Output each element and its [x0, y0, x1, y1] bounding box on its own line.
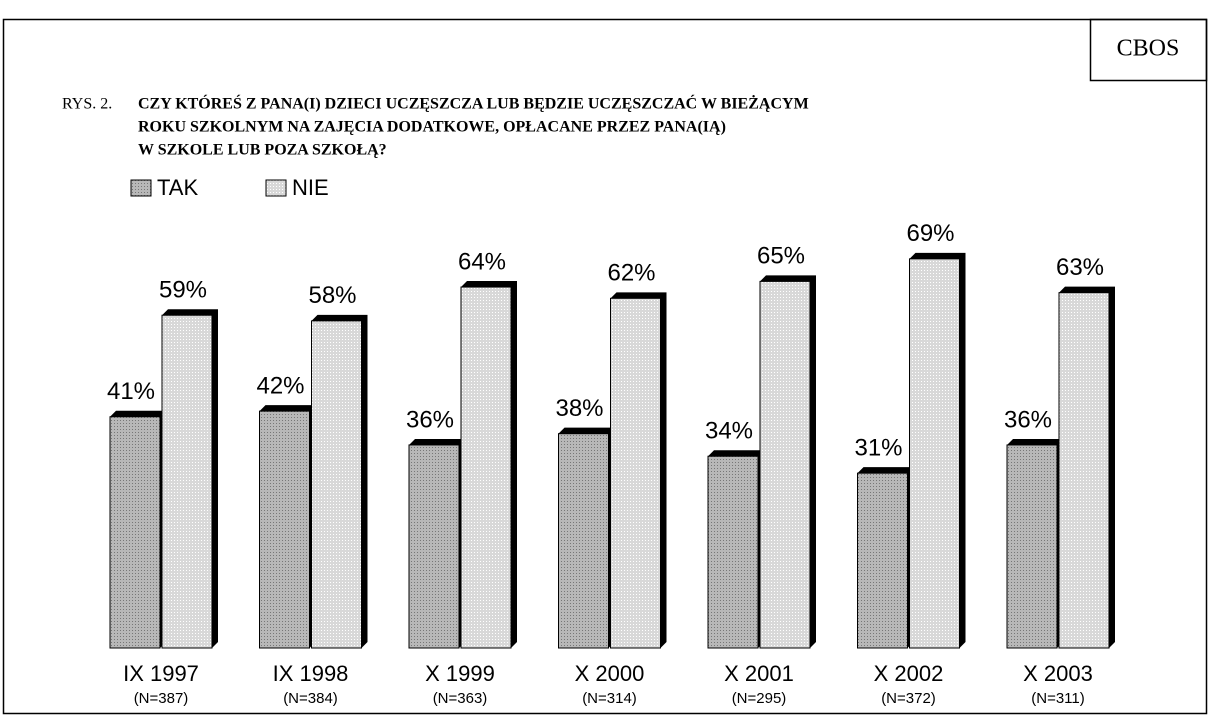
title: CZY KTÓREŚ Z PANA(I) DZIECI UCZĘSZCZA LU…	[138, 94, 809, 113]
sample-size: (N=363)	[433, 690, 488, 707]
bar	[311, 320, 362, 649]
x-tick-label: X 2001	[724, 661, 794, 686]
bar	[558, 433, 609, 649]
title: ROKU SZKOLNYM NA ZAJĘCIA DODATKOWE, OPŁA…	[138, 119, 726, 136]
title: W SZKOLE LUB POZA SZKOŁĄ?	[138, 142, 387, 159]
bar	[610, 297, 661, 649]
bar	[1058, 292, 1110, 649]
x-tick-label: X 2000	[575, 661, 645, 686]
source-box	[1089, 18, 1208, 82]
bar	[759, 280, 811, 649]
value-label: 36%	[406, 406, 454, 433]
sample-size: (N=384)	[283, 690, 338, 707]
value-label: 31%	[854, 435, 902, 462]
sample-size: (N=372)	[881, 690, 936, 707]
value-label: 59%	[159, 277, 207, 304]
value-label: 58%	[308, 282, 356, 309]
value-label: 62%	[607, 260, 655, 287]
legend-label: NIE	[292, 175, 329, 200]
bar	[259, 410, 310, 649]
sample-size: (N=387)	[134, 690, 189, 707]
value-label: 38%	[555, 395, 603, 422]
bar	[460, 286, 512, 649]
x-tick-label: X 1999	[425, 661, 495, 686]
bar	[408, 444, 460, 649]
x-tick-label: X 2003	[1023, 661, 1093, 686]
sample-size: (N=311)	[1031, 690, 1085, 707]
bar	[707, 455, 759, 649]
x-tick-label: X 2002	[874, 661, 944, 686]
x-tick-label: IX 1997	[123, 661, 199, 686]
value-label: 41%	[107, 378, 155, 405]
bar	[1006, 444, 1058, 649]
sample-size: (N=295)	[732, 690, 787, 707]
value-label: 69%	[906, 220, 954, 247]
x-tick-label: IX 1998	[273, 661, 349, 686]
source: CBOS	[1117, 36, 1180, 62]
bar	[857, 472, 908, 649]
legend-swatch	[265, 179, 287, 197]
bar	[161, 314, 213, 649]
bar	[109, 416, 161, 649]
value-label: 36%	[1004, 406, 1052, 433]
value-label: 64%	[458, 248, 506, 275]
legend-swatch	[130, 179, 152, 197]
value-label: 42%	[256, 372, 304, 399]
value-label: 34%	[705, 418, 753, 445]
sample-size: (N=314)	[582, 690, 637, 707]
legend-label: TAK	[157, 175, 198, 200]
frame	[2, 18, 1208, 715]
figure-label: RYS. 2.	[62, 96, 112, 113]
value-label: 63%	[1056, 254, 1104, 281]
value-label: 65%	[757, 243, 805, 270]
bar	[909, 258, 960, 649]
